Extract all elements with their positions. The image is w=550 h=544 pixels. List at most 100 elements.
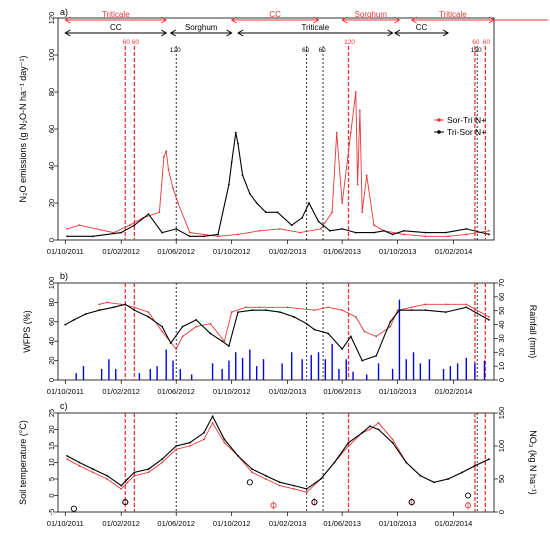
fertilization-rate-label: 60	[483, 39, 491, 46]
panel-a-x-tick-label: 01/10/2011	[47, 247, 84, 256]
panel-c-series-sor-tri-point	[223, 441, 226, 444]
panel-c-series-tri-sor-point	[347, 441, 350, 444]
panel-c-series-tri-sor-point	[188, 441, 191, 444]
panel-c-y2-tick-label: 150	[497, 407, 506, 420]
panel-b-x-tick-label: 01/02/2014	[435, 387, 473, 396]
panel-a-series-sor-tri-point	[165, 150, 168, 153]
panel-c-series-tri-sor-point	[391, 441, 394, 444]
panel-b-series-sor-tri-point	[375, 335, 378, 338]
panel-b-series-tri-sor-point	[195, 318, 198, 321]
panel-a-series-tri-sor-point	[147, 213, 150, 216]
panel-b-y2-tick-label: 60	[497, 293, 506, 301]
panel-b-series-sor-tri-point	[195, 325, 198, 328]
panel-b-series-tri-sor-point	[375, 354, 378, 357]
panel-b-series-tri-sor-point	[313, 328, 316, 331]
panel-b-series-sor-tri-point	[175, 348, 178, 350]
panel-b-y-tick-label: 0	[47, 378, 56, 382]
panel-c-series-sor-tri-point	[147, 471, 150, 474]
panel-c-series-tri-sor-point	[78, 461, 81, 464]
panel-b-series-sor-tri-point	[244, 306, 247, 309]
panel-c-x-tick-label: 01/06/2012	[157, 519, 195, 528]
panel-c-series-sor-tri-point	[188, 445, 191, 447]
panel-c-x-tick-label: 01/02/2014	[435, 519, 473, 528]
tri-sor-crop-label: Triticale	[301, 23, 329, 32]
panel-b-frame	[57, 282, 495, 381]
panel-a-series-tri-sor-point	[328, 229, 331, 232]
legend-marker	[437, 130, 441, 134]
panel-c-frame	[57, 412, 495, 513]
panel-b-series-sor-tri-point	[465, 303, 468, 306]
panel-b-y-axis-label: WFPS (%)	[22, 310, 32, 353]
panel-c-series-sor-tri-point	[203, 438, 205, 441]
fertilization-rate-label: 60	[132, 39, 140, 46]
sor-tri-crop-label: CC	[269, 10, 281, 19]
panel-b-series-sor-tri-point	[341, 309, 344, 312]
panel-a-x-tick-label: 01/10/2012	[213, 247, 251, 256]
panel-a-x-tick-label: 01/02/2013	[269, 247, 307, 256]
panel-c-x-tick-label: 01/10/2013	[379, 519, 417, 528]
panel-c-series-sor-tri-point	[278, 484, 281, 487]
panel-a-series-tri-sor-point	[234, 131, 237, 134]
panel-b-series-sor-tri-point	[424, 303, 427, 306]
panel-b-x-tick-label: 01/02/2012	[102, 387, 140, 396]
panel-a-series-sor-tri-point	[365, 174, 368, 177]
panel-b-series-sor-tri-point	[98, 303, 101, 306]
panel-c-label: c)	[60, 401, 68, 411]
panel-c-series-sor-tri-point	[251, 471, 254, 474]
no3-point-tri-sor	[465, 492, 472, 499]
panel-c-y-tick-label: 5	[47, 477, 56, 481]
panel-a-x-tick-label: 01/02/2012	[102, 247, 140, 256]
panel-a-series-sor-tri-point	[128, 224, 131, 227]
panel-c-series-sor-tri-point	[66, 458, 68, 461]
panel-b-y2-axis-label: Rainfall (mm)	[528, 305, 538, 359]
panel-a-series-sor-tri-point	[158, 211, 161, 214]
panel-b-series-tri-sor-point	[327, 332, 329, 335]
panel-c-series-tri-sor-point	[203, 431, 205, 434]
panel-c-series-tri-sor-point	[368, 425, 371, 428]
panel-a-y-tick-label: 80	[47, 88, 56, 96]
panel-b-series-tri-sor-point	[124, 303, 127, 306]
panel-c-series-tri-sor-point	[264, 474, 267, 477]
panel-b-series-sor-tri-point	[147, 311, 150, 313]
panel-c-series-tri-sor-point	[223, 438, 226, 441]
panel-a-series-tri-sor-point	[301, 216, 304, 219]
panel-a-series-tri-sor-point	[188, 235, 191, 238]
fertilization-rate-label: 120	[170, 47, 181, 54]
tri-sor-crop-label: Sorghum	[185, 23, 218, 32]
panel-c-series-tri-sor-point	[175, 445, 178, 447]
panel-b-x-tick-label: 01/06/2013	[323, 387, 361, 396]
panel-c-series-tri-sor-point	[237, 455, 239, 457]
panel-a-series-sor-tri-point	[341, 202, 344, 204]
panel-c-series-tri-sor-point	[251, 468, 254, 470]
panel-c-series-sor-tri-point	[133, 474, 136, 477]
panel-c-series-sor-tri-point	[293, 488, 295, 490]
panel-b-series-sor-tri-point	[181, 335, 184, 338]
panel-b-series-tri-sor-point	[251, 309, 254, 312]
sor-tri-crop-arrow-left	[64, 16, 71, 24]
panel-a-series-tri-sor-point	[354, 231, 357, 234]
panel-a-series-tri-sor	[67, 132, 490, 237]
panel-a-series-sor-tri-point	[278, 228, 281, 230]
panel-a-series-tri-sor-point	[237, 142, 239, 145]
panel-c-y-tick-label: 20	[47, 425, 56, 433]
panel-b-series-tri-sor-point	[305, 322, 308, 325]
panel-b-series-sor-tri-point	[133, 306, 136, 309]
panel-a-series-tri-sor-point	[383, 229, 385, 232]
panel-b-y-tick-label: 60	[47, 318, 56, 326]
panel-b-series-tri-sor-point	[181, 325, 184, 328]
panel-b-series-sor-tri-point	[396, 309, 399, 312]
panel-b-series-tri-sor-point	[98, 309, 101, 312]
panel-c-series-tri-sor-point	[106, 474, 109, 477]
panel-b-series-tri-sor-point	[84, 313, 87, 315]
panel-a-series-sor-tri-point	[358, 109, 361, 112]
panel-b-x-tick-label: 01/10/2013	[379, 387, 417, 396]
panel-c-series-sor-tri-point	[106, 478, 109, 480]
panel-b-series-tri-sor-point	[444, 311, 447, 313]
panel-c-series-tri-sor-point	[211, 415, 214, 418]
sor-tri-crop-arrow-right	[394, 16, 401, 24]
panel-a-series-tri-sor-point	[317, 220, 320, 223]
panel-a-series-tri-sor-point	[465, 228, 468, 230]
panel-a-series-tri-sor-point	[255, 202, 258, 204]
panel-a-series-tri-sor-point	[203, 235, 205, 238]
panel-b-series-tri-sor-point	[398, 309, 401, 312]
